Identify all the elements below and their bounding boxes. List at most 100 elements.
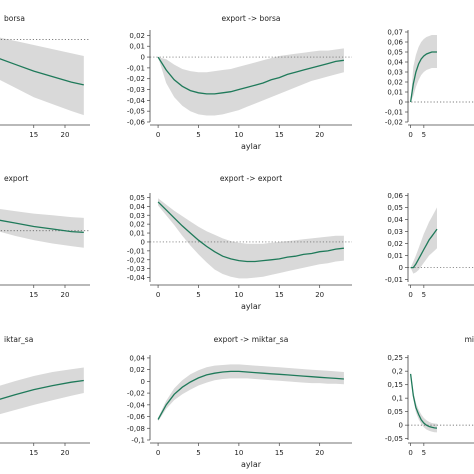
- plot-area: [0, 367, 84, 415]
- x-tick-label: 20: [61, 131, 70, 139]
- y-tick-label: 0,2: [392, 368, 403, 376]
- x-tick-label: 15: [29, 449, 38, 457]
- response-line: [0, 58, 84, 86]
- x-tick-label: 0: [408, 131, 412, 139]
- plot-area: [408, 371, 474, 433]
- y-tick-label: -0,01: [385, 109, 403, 117]
- panel-9: 0,25 0,2 0,15 0,1 0,05 0 -0,05 0 5 mi: [385, 335, 474, 457]
- y-tick-label: -0,1: [131, 437, 145, 445]
- y-tick-label: 0,06: [387, 39, 403, 47]
- plot-area: [150, 198, 352, 279]
- x-tick-label: 20: [315, 131, 324, 139]
- x-tick-label: 20: [61, 291, 70, 299]
- y-tick-label: 0,06: [387, 192, 403, 200]
- x-tick-label: 5: [196, 131, 200, 139]
- x-axis-label: aylar: [241, 302, 262, 311]
- response-line: [157, 56, 344, 95]
- y-tick-label: 0,02: [387, 240, 403, 248]
- y-tick-label: -0,04: [127, 97, 146, 105]
- panel-7: 15 20 iktar_sa: [0, 335, 90, 457]
- x-tick-label: 20: [315, 449, 324, 457]
- x-tick-label: 15: [29, 131, 38, 139]
- y-tick-label: -0,05: [127, 108, 145, 116]
- y-tick-label: -0,02: [385, 119, 403, 127]
- plot-area: [0, 37, 90, 116]
- x-tick-label: 5: [196, 449, 200, 457]
- y-tick-label: 0,03: [387, 228, 403, 236]
- y-tick-label: -0,02: [127, 256, 145, 264]
- x-tick-label: 10: [234, 291, 243, 299]
- x-tick-label: 10: [234, 131, 243, 139]
- confidence-band: [0, 367, 84, 415]
- x-tick-label: 0: [156, 131, 160, 139]
- x-axis-label: aylar: [241, 142, 262, 151]
- confidence-band: [410, 371, 437, 433]
- y-tick-label: 0: [141, 238, 145, 246]
- response-line: [157, 370, 344, 420]
- panel-6: 0,06 0,05 0,04 0,03 0,02 0,01 0 -0,01 0 5: [385, 192, 474, 299]
- y-tick-label: -0,02: [127, 75, 145, 83]
- y-tick-label: 0,04: [387, 216, 403, 224]
- y-tick-label: 0,05: [387, 408, 403, 416]
- y-tick-label: 0: [399, 99, 403, 107]
- y-tick-label: 0,04: [387, 59, 403, 67]
- y-tick-label: -0,05: [385, 435, 403, 443]
- y-tick-label: 0: [141, 54, 145, 62]
- panel-1: 15 20 borsa: [0, 14, 90, 139]
- x-tick-label: 0: [156, 291, 160, 299]
- x-tick-label: 5: [422, 131, 426, 139]
- x-tick-label: 15: [29, 291, 38, 299]
- response-line: [410, 228, 438, 269]
- y-tick-label: 0,02: [387, 79, 403, 87]
- y-tick-label: -0,03: [127, 265, 145, 273]
- y-tick-label: 0,02: [129, 221, 145, 229]
- panel-8: 0,04 0,02 0 -0,02 -0,04 -0,06 -0,08 -0,1 0 5 10 15 2…: [127, 335, 352, 469]
- x-tick-label: 10: [234, 449, 243, 457]
- y-tick-label: -0,06: [127, 119, 146, 127]
- x-axis-label: aylar: [241, 460, 262, 469]
- panel-2: 0,02 0,01 0 -0,01 -0,02 -0,03 -0,04 -0,05 -0,06 0…: [127, 14, 352, 151]
- response-line: [409, 51, 437, 103]
- x-tick-label: 5: [422, 291, 426, 299]
- y-tick-label: 0,07: [387, 29, 403, 37]
- confidence-band: [0, 209, 84, 248]
- x-tick-label: 5: [422, 449, 426, 457]
- y-tick-label: 0: [399, 422, 403, 430]
- x-tick-label: 0: [156, 449, 160, 457]
- x-tick-label: 0: [408, 291, 412, 299]
- y-tick-label: -0,04: [127, 401, 146, 409]
- panel-title: export: [4, 174, 28, 183]
- y-tick-label: 0,03: [129, 212, 145, 220]
- confidence-band: [410, 207, 437, 274]
- y-tick-label: 0,05: [387, 204, 403, 212]
- y-tick-label: 0,02: [129, 32, 145, 40]
- panel-title: export -> export: [220, 174, 282, 183]
- x-tick-label: 20: [61, 449, 70, 457]
- y-tick-label: -0,02: [127, 390, 145, 398]
- x-tick-label: 15: [275, 291, 284, 299]
- y-tick-label: 0,02: [129, 366, 145, 374]
- y-tick-label: 0: [399, 264, 403, 272]
- panel-4: 15 20 export: [0, 174, 90, 299]
- plot-area: [157, 364, 344, 422]
- response-line: [0, 219, 84, 234]
- y-tick-label: -0,03: [127, 86, 145, 94]
- response-line: [157, 201, 344, 263]
- y-tick-label: -0,08: [127, 425, 145, 433]
- x-tick-label: 5: [196, 291, 200, 299]
- y-tick-label: 0,04: [129, 354, 145, 362]
- plot-area: [150, 48, 352, 116]
- panel-5: 0,050,040,030,020,010-0,01-0,02-0,03-0,0…: [127, 174, 352, 311]
- y-tick-label: 0,04: [129, 203, 145, 211]
- y-tick-label: -0,04: [127, 274, 146, 282]
- response-line: [409, 373, 438, 429]
- y-tick-label: 0,15: [387, 381, 403, 389]
- y-tick-label: -0,01: [127, 64, 145, 72]
- y-tick-label: -0,06: [127, 413, 146, 421]
- y-tick-label: 0,1: [392, 395, 403, 403]
- y-tick-label: 0,05: [129, 194, 145, 202]
- confidence-band: [0, 37, 84, 116]
- panel-title: iktar_sa: [4, 335, 33, 344]
- y-tick-label: 0,01: [129, 43, 145, 51]
- x-tick-label: 0: [408, 449, 412, 457]
